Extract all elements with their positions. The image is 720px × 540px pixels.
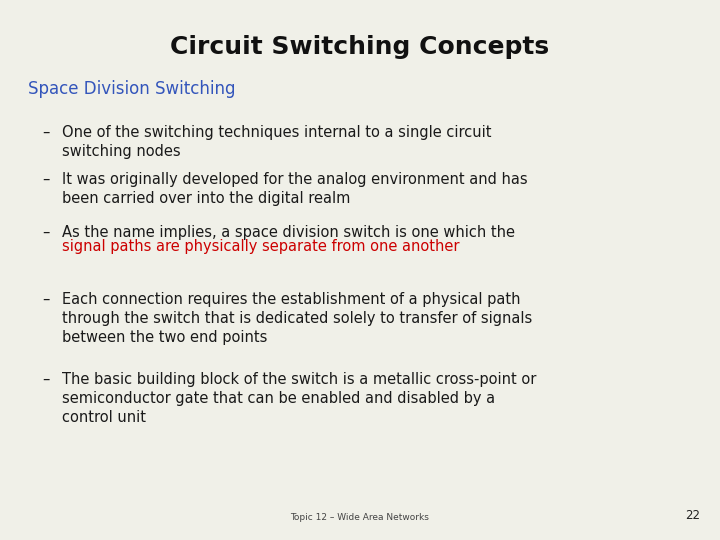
Text: One of the switching techniques internal to a single circuit
switching nodes: One of the switching techniques internal… xyxy=(62,125,492,159)
Text: signal paths are physically separate from one another: signal paths are physically separate fro… xyxy=(62,240,459,254)
Text: –: – xyxy=(42,125,50,140)
Text: Space Division Switching: Space Division Switching xyxy=(28,80,235,98)
Text: 22: 22 xyxy=(685,509,700,522)
Text: As the name implies, a space division switch is one which the: As the name implies, a space division sw… xyxy=(62,225,515,240)
Text: –: – xyxy=(42,372,50,387)
Text: –: – xyxy=(42,172,50,187)
Text: Circuit Switching Concepts: Circuit Switching Concepts xyxy=(171,35,549,59)
Text: Topic 12 – Wide Area Networks: Topic 12 – Wide Area Networks xyxy=(291,513,429,522)
Text: Each connection requires the establishment of a physical path
through the switch: Each connection requires the establishme… xyxy=(62,292,532,346)
Text: The basic building block of the switch is a metallic cross-point or
semiconducto: The basic building block of the switch i… xyxy=(62,372,536,426)
Text: –: – xyxy=(42,225,50,240)
Text: –: – xyxy=(42,292,50,307)
Text: It was originally developed for the analog environment and has
been carried over: It was originally developed for the anal… xyxy=(62,172,528,206)
